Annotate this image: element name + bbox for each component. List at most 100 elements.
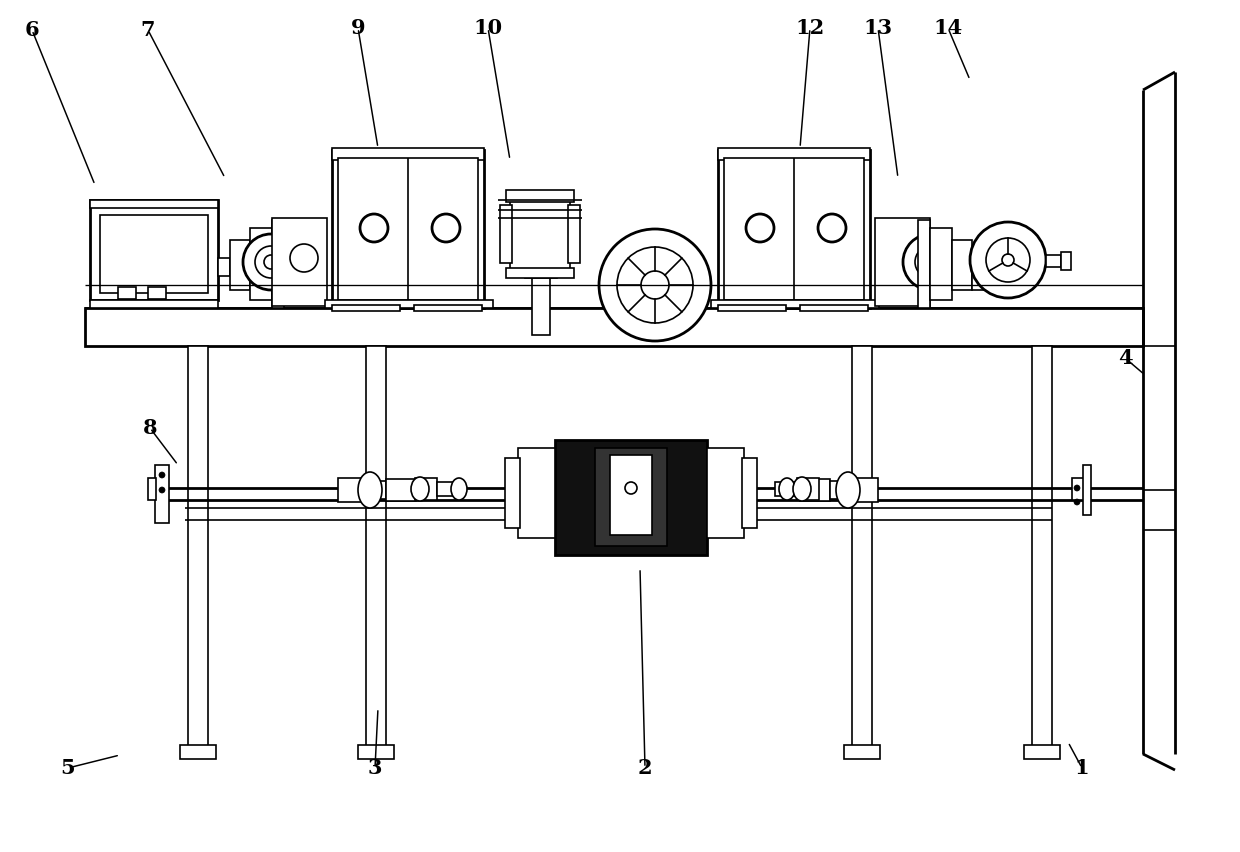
Bar: [510, 198, 570, 270]
Circle shape: [986, 238, 1030, 282]
Bar: [918, 220, 930, 308]
Circle shape: [746, 214, 774, 242]
Bar: [500, 205, 512, 263]
Circle shape: [1074, 485, 1080, 491]
Bar: [100, 215, 208, 293]
Circle shape: [599, 229, 711, 341]
Bar: [718, 150, 870, 308]
Bar: [1073, 478, 1087, 500]
Circle shape: [159, 487, 165, 493]
Bar: [339, 478, 368, 502]
Bar: [797, 478, 818, 500]
Bar: [366, 346, 386, 754]
Circle shape: [625, 482, 637, 494]
Bar: [155, 465, 169, 523]
Circle shape: [243, 234, 299, 290]
Circle shape: [903, 234, 959, 290]
Bar: [339, 158, 477, 300]
Bar: [718, 148, 870, 160]
Bar: [1032, 346, 1052, 754]
Bar: [91, 200, 218, 300]
Bar: [332, 305, 401, 311]
Bar: [358, 745, 394, 759]
Bar: [325, 300, 494, 308]
Bar: [775, 482, 797, 496]
Bar: [742, 458, 756, 528]
Bar: [595, 448, 667, 546]
Circle shape: [432, 214, 460, 242]
Bar: [1061, 252, 1071, 270]
Circle shape: [970, 222, 1047, 298]
Bar: [415, 478, 436, 500]
Bar: [86, 308, 1143, 346]
Circle shape: [915, 246, 947, 278]
Bar: [610, 455, 652, 535]
Text: 6: 6: [25, 20, 40, 40]
Bar: [332, 150, 484, 308]
Bar: [875, 218, 930, 306]
Bar: [436, 482, 459, 496]
Text: 7: 7: [141, 20, 155, 40]
Circle shape: [1074, 499, 1080, 505]
Bar: [844, 745, 880, 759]
Bar: [218, 258, 229, 276]
Bar: [972, 248, 992, 290]
Bar: [830, 481, 848, 499]
Circle shape: [924, 255, 937, 269]
Bar: [852, 346, 872, 754]
Circle shape: [641, 271, 670, 299]
Text: 13: 13: [863, 18, 893, 38]
Bar: [414, 305, 482, 311]
Text: 9: 9: [351, 18, 366, 38]
Ellipse shape: [358, 472, 382, 508]
Bar: [250, 228, 272, 300]
Bar: [505, 458, 520, 528]
Bar: [800, 479, 830, 501]
Bar: [707, 448, 744, 538]
Bar: [180, 745, 216, 759]
Text: 2: 2: [637, 758, 652, 778]
Text: 5: 5: [61, 758, 76, 778]
Text: 4: 4: [1117, 348, 1132, 368]
Ellipse shape: [794, 477, 811, 501]
Ellipse shape: [779, 478, 795, 500]
Circle shape: [255, 246, 286, 278]
Bar: [272, 220, 284, 308]
Text: 1: 1: [1075, 758, 1089, 778]
Bar: [952, 240, 972, 290]
Bar: [930, 228, 952, 300]
Circle shape: [159, 472, 165, 478]
Bar: [272, 218, 327, 306]
Bar: [1024, 745, 1060, 759]
Bar: [118, 287, 136, 299]
Text: 8: 8: [143, 418, 157, 438]
Bar: [848, 478, 878, 502]
Bar: [91, 300, 218, 308]
Bar: [332, 148, 484, 160]
Circle shape: [618, 247, 693, 323]
Bar: [386, 479, 415, 501]
Bar: [148, 478, 156, 500]
Bar: [506, 268, 574, 278]
Circle shape: [818, 214, 846, 242]
Circle shape: [360, 214, 388, 242]
Circle shape: [264, 255, 278, 269]
Text: 3: 3: [368, 758, 382, 778]
Bar: [525, 268, 557, 278]
Bar: [800, 305, 868, 311]
Circle shape: [1002, 254, 1014, 266]
Bar: [556, 440, 707, 555]
Bar: [724, 158, 864, 300]
Bar: [1047, 255, 1061, 267]
Ellipse shape: [410, 477, 429, 501]
Ellipse shape: [836, 472, 861, 508]
Circle shape: [290, 244, 317, 272]
Text: 14: 14: [934, 18, 962, 38]
Bar: [91, 200, 218, 208]
Bar: [718, 305, 786, 311]
Bar: [532, 275, 551, 335]
Bar: [568, 205, 580, 263]
Bar: [148, 287, 166, 299]
Bar: [506, 190, 574, 202]
Bar: [188, 346, 208, 754]
